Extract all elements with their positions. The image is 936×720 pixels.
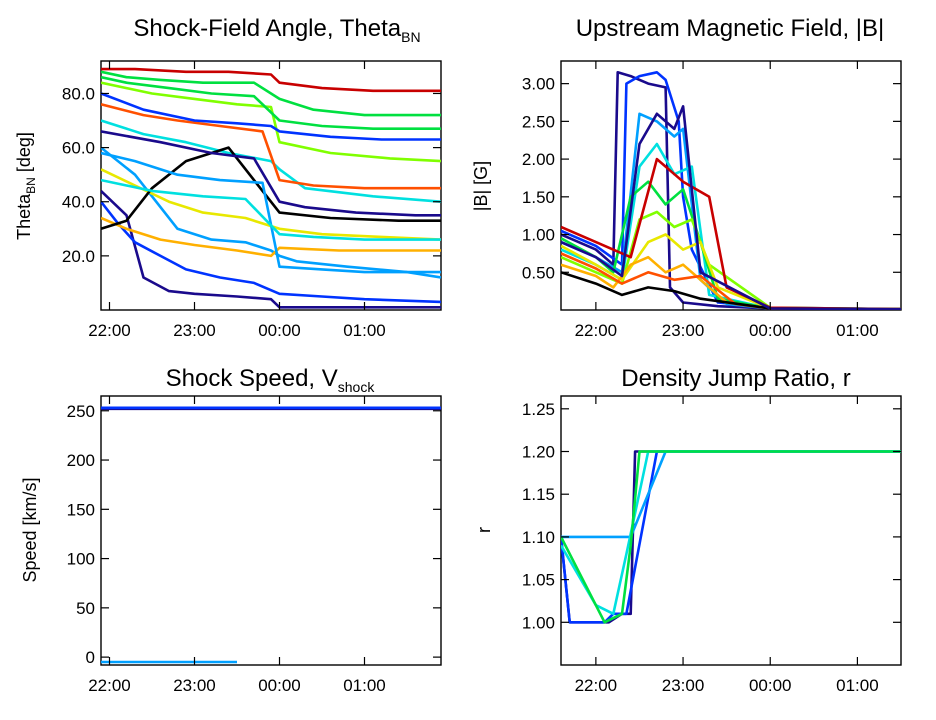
series-line: [101, 92, 441, 141]
plot-frame: [100, 60, 442, 311]
chart-title: Density Jump Ratio, r: [621, 365, 850, 392]
series-line: [101, 151, 441, 274]
chart-title: Shock Speed, Vshock: [166, 365, 376, 395]
series-line: [561, 180, 901, 310]
x-tick-label: 00:00: [749, 321, 792, 340]
series-line: [101, 119, 441, 203]
x-axis: 22:00 23:00 00:00 01:00: [88, 396, 386, 695]
series-line: [101, 178, 441, 241]
y-axis: 1.00 1.05 1.10 1.15 1.20 1.25: [522, 400, 901, 632]
y-tick-label: 2.00: [522, 150, 555, 169]
y-axis-label: r: [474, 527, 494, 533]
x-tick-label: 00:00: [258, 676, 301, 695]
series-line: [561, 71, 901, 310]
series-line: [101, 200, 441, 304]
series-line: [101, 216, 441, 258]
panel-upstream-magnetic-field: Upstream Magnetic Field, |B| 22:00 23:00 0…: [471, 15, 902, 340]
y-tick-label: 150: [67, 500, 95, 519]
panel-shock-speed: Shock Speed, Vshock 22:00 23:00 00:00 01:00…: [20, 365, 442, 695]
series-line: [101, 67, 441, 93]
y-tick-label: 60.0: [62, 139, 95, 158]
series-line: [101, 75, 441, 130]
y-axis-label: Speed [km/s]: [20, 477, 40, 582]
y-tick-label: 200: [67, 451, 95, 470]
series-line: [561, 105, 901, 310]
chart-title: Upstream Magnetic Field, |B|: [576, 15, 885, 42]
x-tick-label: 01:00: [343, 321, 386, 340]
y-tick-label: 1.00: [522, 613, 555, 632]
y-tick-label: 250: [67, 402, 95, 421]
series-line: [101, 130, 441, 217]
series-line: [101, 189, 441, 309]
plot-frame: [560, 395, 902, 666]
x-tick-label: 22:00: [575, 321, 618, 340]
x-tick-label: 23:00: [173, 321, 216, 340]
x-tick-label: 22:00: [88, 321, 131, 340]
x-tick-label: 01:00: [343, 676, 386, 695]
y-tick-label: 50: [76, 599, 95, 618]
series-line: [101, 146, 441, 279]
plot-series-group: [561, 450, 901, 624]
y-tick-label: 0.50: [522, 263, 555, 282]
y-tick-label: 80.0: [62, 84, 95, 103]
x-axis: 22:00 23:00 00:00 01:00: [575, 61, 879, 340]
y-tick-label: 0: [86, 648, 95, 667]
x-tick-label: 00:00: [749, 676, 792, 695]
plot-frame: [100, 395, 442, 666]
panel-density-jump-ratio: Density Jump Ratio, r 22:00 23:00 00:00 01:…: [474, 365, 902, 695]
x-tick-label: 23:00: [662, 676, 705, 695]
plot-frame: [560, 60, 902, 311]
plot-series-group: [101, 67, 441, 309]
y-tick-label: 3.00: [522, 75, 555, 94]
series-line: [561, 233, 901, 310]
chart-title: Shock-Field Angle, ThetaBN: [133, 15, 420, 45]
y-tick-label: 40.0: [62, 193, 95, 212]
series-line: [561, 450, 901, 624]
y-axis: 20.0 40.0 60.0 80.0: [62, 84, 441, 266]
plot-series-group: [101, 406, 441, 664]
x-tick-label: 00:00: [258, 321, 301, 340]
x-tick-label: 22:00: [88, 676, 131, 695]
y-axis: 0 50 100 150 200 250: [67, 402, 441, 667]
x-axis: 22:00 23:00 00:00 01:00: [88, 61, 386, 340]
y-axis: 0.50 1.00 1.50 2.00 2.50 3.00: [522, 75, 901, 282]
y-axis-label: |B| [G]: [471, 161, 491, 211]
y-tick-label: 20.0: [62, 247, 95, 266]
series-line: [101, 103, 441, 190]
y-tick-label: 100: [67, 550, 95, 569]
y-tick-label: 1.10: [522, 528, 555, 547]
series-line: [101, 70, 441, 117]
y-tick-label: 1.25: [522, 400, 555, 419]
series-line: [561, 450, 901, 539]
panel-shock-field-angle: Shock-Field Angle, ThetaBN 22:00 23:00 00:…: [14, 15, 442, 340]
y-tick-label: 1.50: [522, 188, 555, 207]
y-tick-label: 1.15: [522, 485, 555, 504]
series-line: [561, 450, 901, 624]
series-line: [561, 450, 901, 616]
x-tick-label: 22:00: [575, 676, 618, 695]
y-tick-label: 1.00: [522, 226, 555, 245]
series-line: [561, 142, 901, 310]
plot-series-group: [561, 71, 901, 310]
x-tick-label: 23:00: [173, 676, 216, 695]
x-tick-label: 23:00: [662, 321, 705, 340]
y-tick-label: 1.05: [522, 571, 555, 590]
y-tick-label: 2.50: [522, 112, 555, 131]
x-axis: 22:00 23:00 00:00 01:00: [575, 396, 879, 695]
x-tick-label: 01:00: [836, 321, 879, 340]
x-tick-label: 01:00: [836, 676, 879, 695]
y-axis-label: ThetaBN [deg]: [14, 132, 38, 240]
y-tick-label: 1.20: [522, 443, 555, 462]
series-line: [561, 210, 901, 310]
series-line: [101, 146, 441, 231]
series-line: [561, 271, 901, 310]
series-line: [101, 81, 441, 163]
